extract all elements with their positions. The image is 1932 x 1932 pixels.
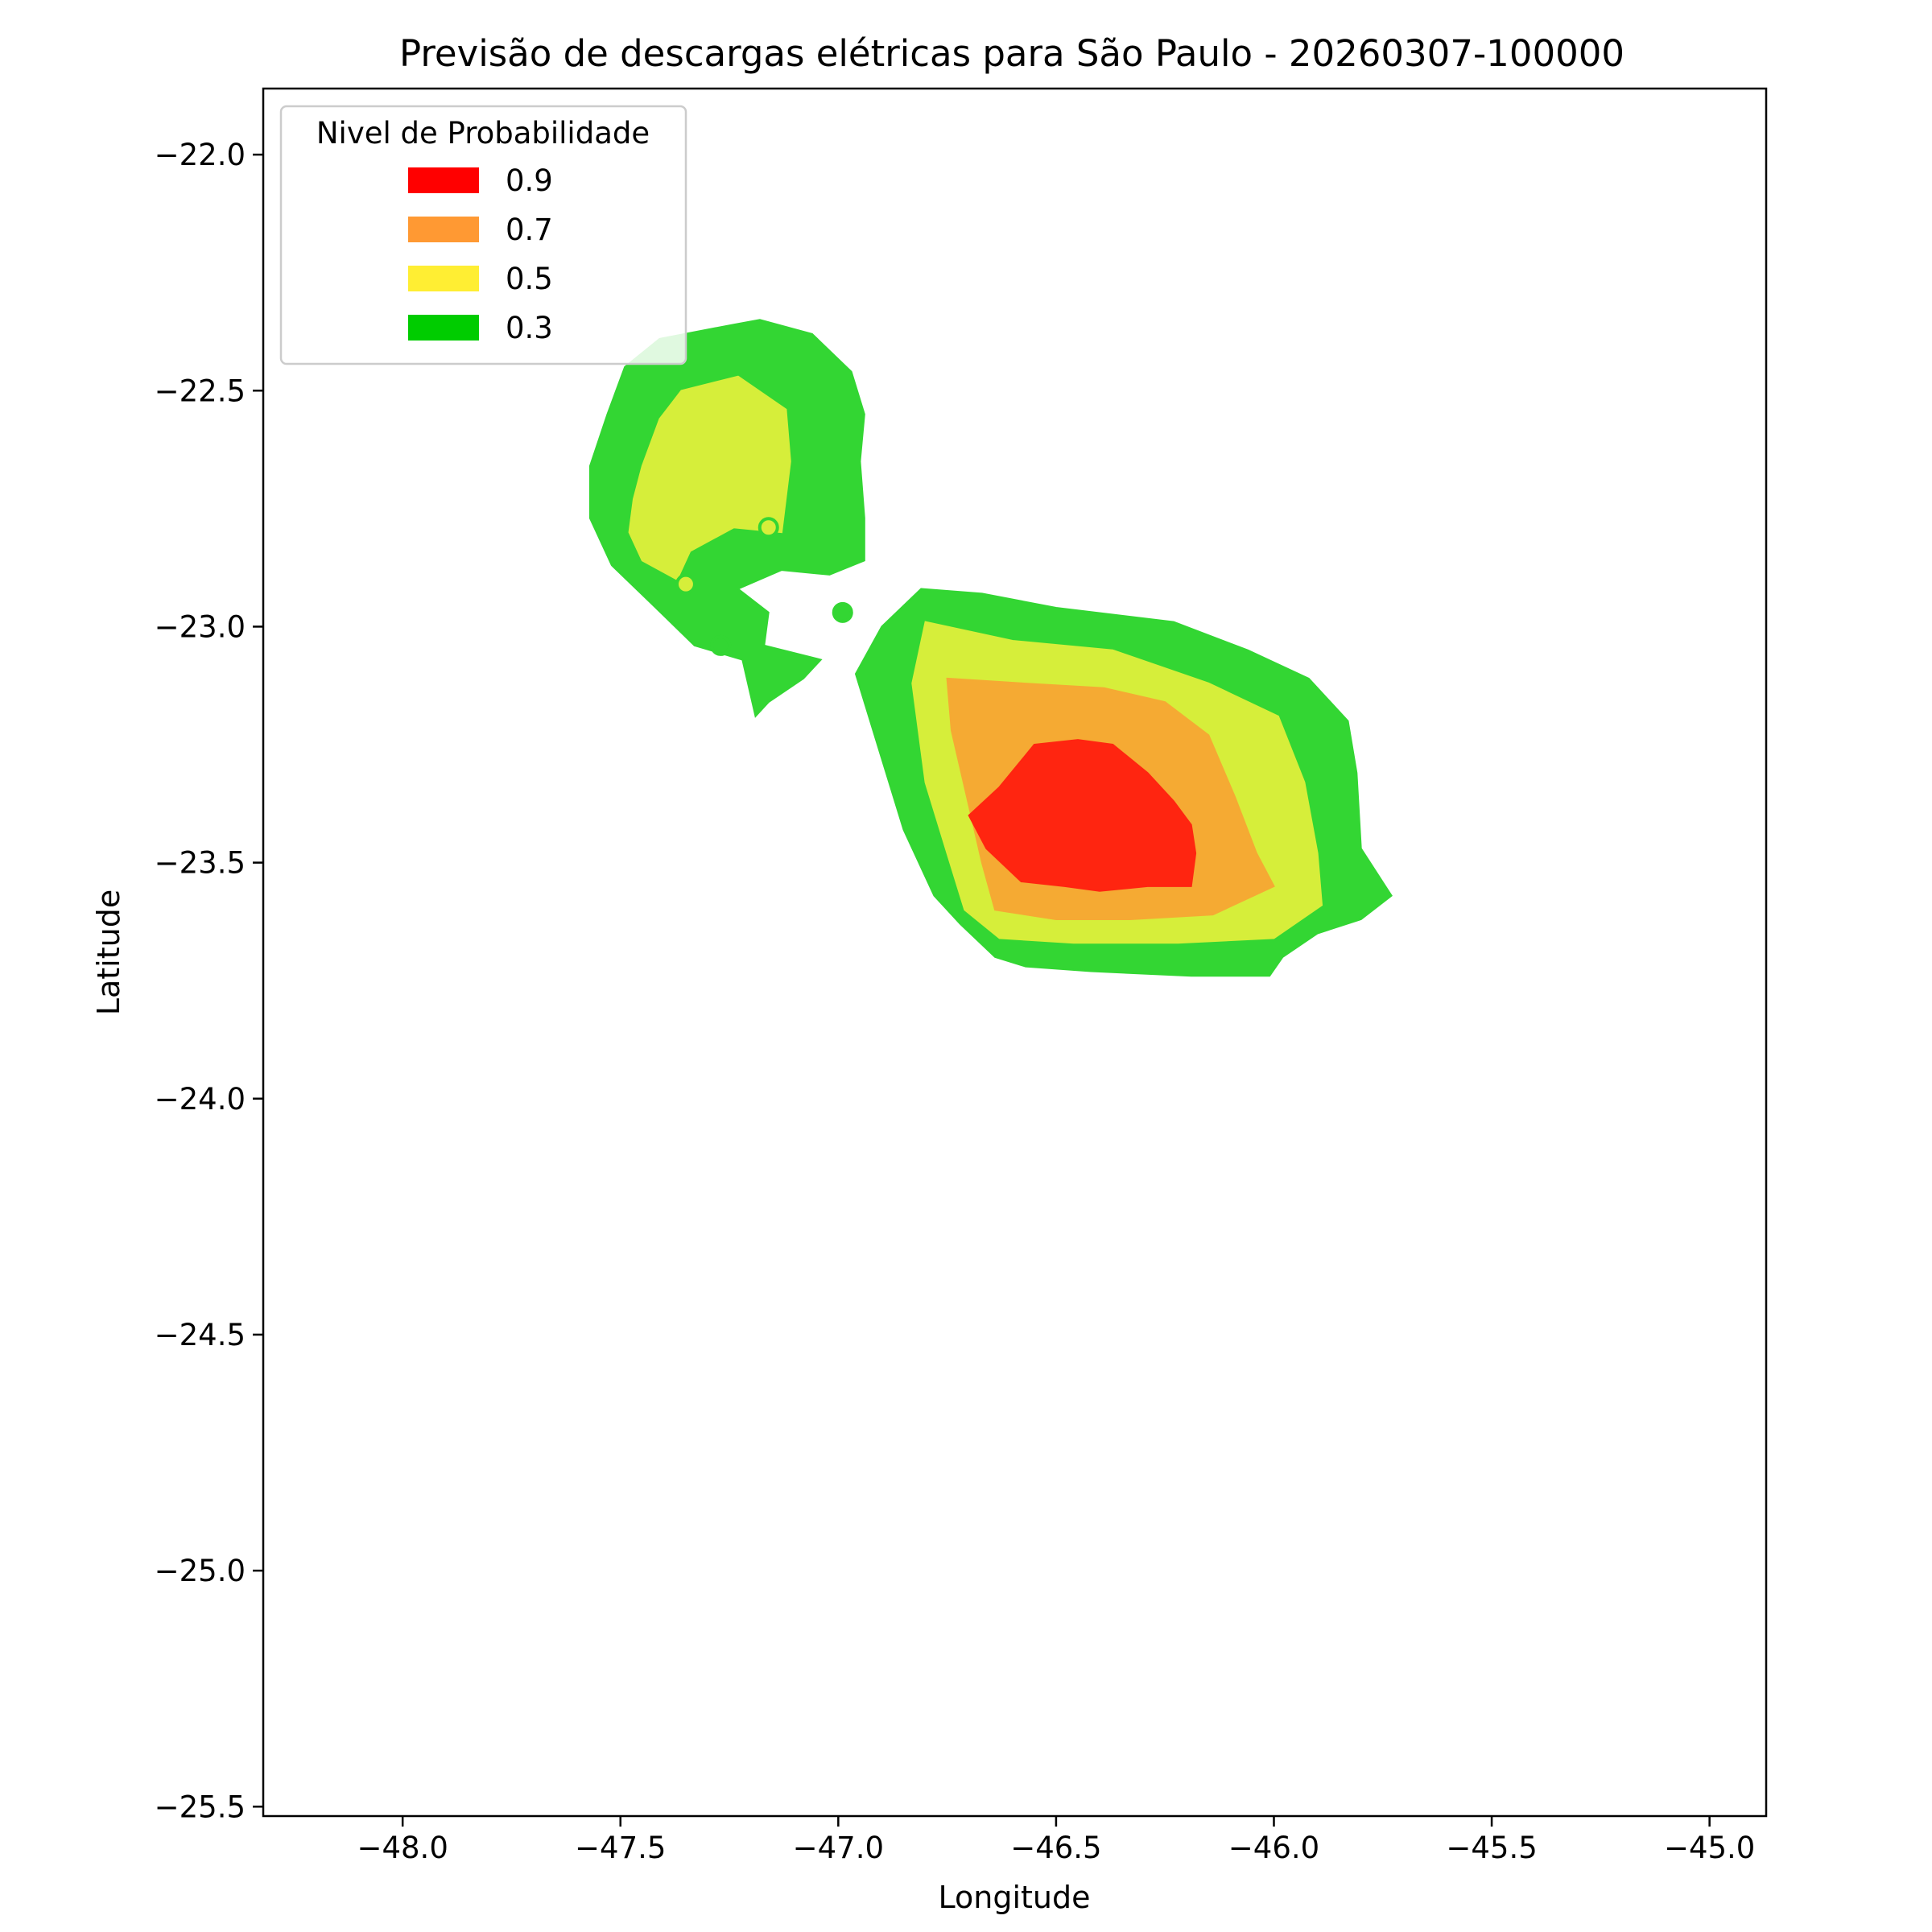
contour-point-3	[710, 634, 732, 656]
legend-title: Nivel de Probabilidade	[316, 116, 650, 151]
contour-region-0-5-1	[628, 375, 791, 581]
y-axis-label: Latitude	[91, 890, 126, 1015]
contour-point-2	[832, 601, 853, 623]
y-tick-label: −22.5	[155, 374, 246, 408]
legend-label-0-7: 0.7	[506, 213, 553, 247]
legend-frame	[279, 105, 687, 365]
x-axis-label: Longitude	[939, 1880, 1091, 1915]
y-tick-label: −22.0	[155, 138, 246, 172]
chart-title: Previsão de descargas elétricas para São…	[399, 32, 1624, 75]
contour-region-0-9-5	[968, 739, 1197, 892]
x-tick-label: −47.0	[793, 1831, 884, 1865]
y-tick-label: −23.0	[155, 609, 246, 644]
contour-regions	[588, 319, 1393, 977]
plot-frame	[262, 87, 1768, 1818]
legend: Nivel de Probabilidade 0.9 0.7 0.5 0.3	[279, 105, 687, 365]
legend-label-0-5: 0.5	[506, 262, 553, 296]
x-tick-label: −48.0	[357, 1831, 448, 1865]
x-tick-label: −45.5	[1446, 1831, 1537, 1865]
legend-swatch-0-9	[408, 167, 479, 193]
contour-points	[675, 517, 853, 656]
x-tick-label: −46.5	[1010, 1831, 1101, 1865]
x-axis: −48.0 −47.5 −47.0 −46.5 −46.0 −45.5 −45.0	[357, 1816, 1755, 1865]
y-axis: −22.0 −22.5 −23.0 −23.5 −24.0 −24.5 −25.0 −25.5	[155, 138, 263, 1824]
legend-label-0-9: 0.9	[506, 163, 553, 198]
y-tick-label: −25.5	[155, 1790, 246, 1824]
y-tick-label: −24.5	[155, 1318, 246, 1352]
legend-swatch-0-3	[408, 315, 479, 341]
x-tick-label: −47.5	[575, 1831, 666, 1865]
x-tick-label: −45.0	[1664, 1831, 1755, 1865]
y-tick-label: −25.0	[155, 1554, 246, 1588]
contour-point-1	[675, 573, 696, 595]
x-tick-label: −46.0	[1228, 1831, 1319, 1865]
y-tick-label: −23.5	[155, 846, 246, 881]
legend-swatch-0-5	[408, 266, 479, 291]
legend-label-0-3: 0.3	[506, 311, 553, 345]
legend-swatch-0-7	[408, 217, 479, 242]
contour-point-0	[758, 517, 779, 539]
y-tick-label: −24.0	[155, 1082, 246, 1117]
